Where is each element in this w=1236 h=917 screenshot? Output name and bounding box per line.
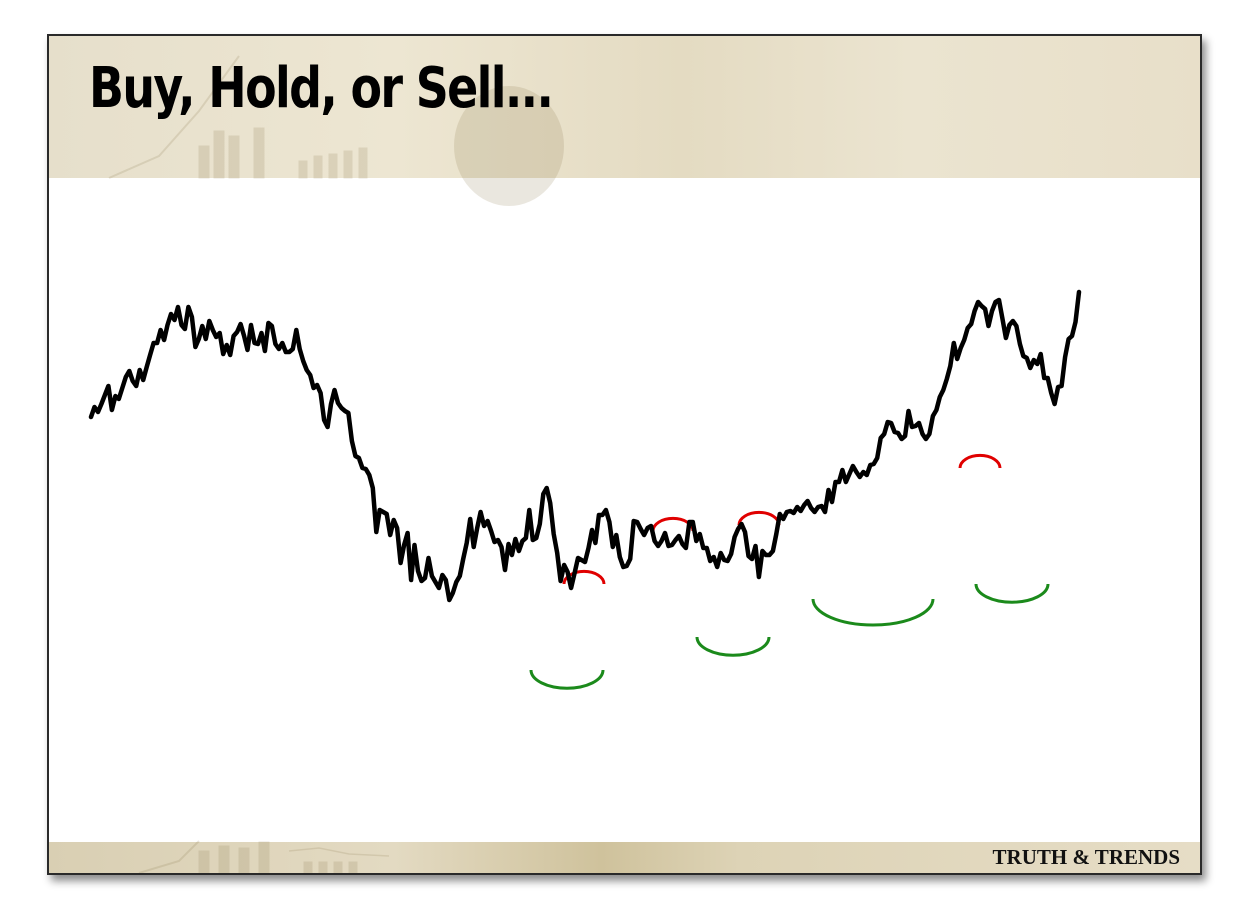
line-chart — [88, 289, 1082, 690]
trough-arc-4 — [974, 583, 1050, 604]
background-chart-watermark — [108, 55, 564, 873]
slide: Buy, Hold, or Sell... TRUTH & TRENDS — [47, 34, 1202, 875]
brand-logo-text: TRUTH & TRENDS — [992, 845, 1180, 869]
series-line — [88, 289, 1082, 603]
peak-arc-1 — [562, 569, 606, 585]
peak-arc-4 — [958, 453, 1002, 469]
header-band — [49, 36, 1200, 178]
peak-arc-3 — [737, 510, 781, 526]
slide-title: Buy, Hold, or Sell... — [89, 56, 554, 121]
footer-band — [49, 842, 1200, 873]
trough-arc-2 — [695, 636, 771, 657]
trough-arc-1 — [529, 669, 605, 690]
trough-arc-3 — [811, 598, 935, 627]
annotation-arcs — [529, 453, 1050, 690]
